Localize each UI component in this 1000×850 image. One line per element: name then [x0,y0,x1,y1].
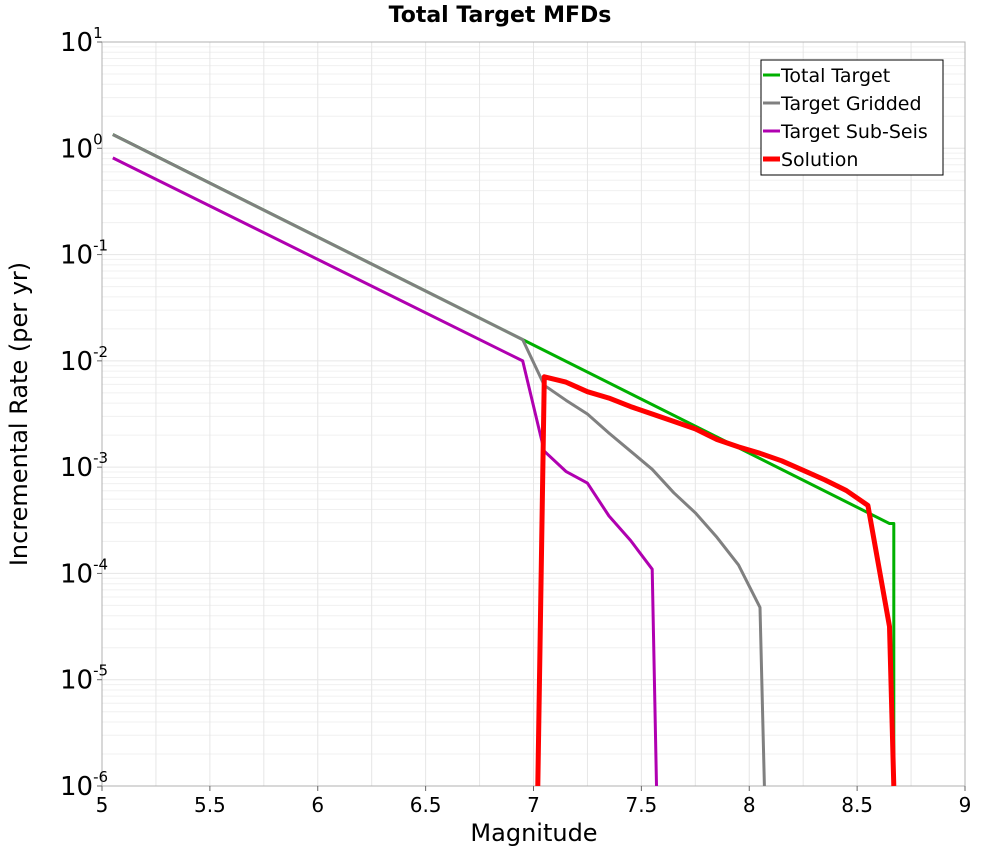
legend: Total Target Target Gridded Target Sub-Sei… [760,59,944,176]
x-axis-label: Magnitude [470,819,597,847]
legend-box [760,59,944,176]
legend-label: Total Target [780,65,890,87]
y-tick-label: 100 [60,130,103,164]
y-tick-label: 10-5 [60,662,108,696]
chart-title: Total Target MFDs [389,3,612,28]
x-tick-label: 8 [743,793,756,817]
x-tick-label: 7.5 [625,793,657,817]
x-tick-label: 9 [959,793,972,817]
x-tick-label: 5.5 [194,793,226,817]
x-tick-label: 8.5 [841,793,873,817]
y-tick-label: 10-2 [60,343,108,377]
legend-label: Target Gridded [780,93,922,115]
y-tick-label: 10-4 [60,555,108,589]
y-tick-label: 10-1 [60,237,108,271]
y-tick-label: 10-6 [60,768,108,802]
x-tick-label: 6.5 [410,793,442,817]
series-layer [112,133,897,787]
y-tick-label: 10-3 [60,449,108,483]
x-tick-label: 6 [311,793,324,817]
y-axis-label: Incremental Rate (per yr) [5,262,33,566]
x-tick-label: 7 [527,793,540,817]
y-axis-ticks: 101 100 10-1 10-2 10-3 10-4 10-5 10-6 [60,24,108,802]
x-tick-label: 5 [96,793,109,817]
series-line-target-gridded [112,133,766,787]
y-tick-label: 101 [60,24,103,58]
series-line-target-sub-seis [112,156,658,787]
legend-label: Target Sub-Seis [780,121,928,143]
x-axis-ticks: 5 5.5 6 6.5 7 7.5 8 8.5 9 [96,786,972,817]
series-line-solution [535,374,897,787]
legend-label: Solution [781,149,858,171]
